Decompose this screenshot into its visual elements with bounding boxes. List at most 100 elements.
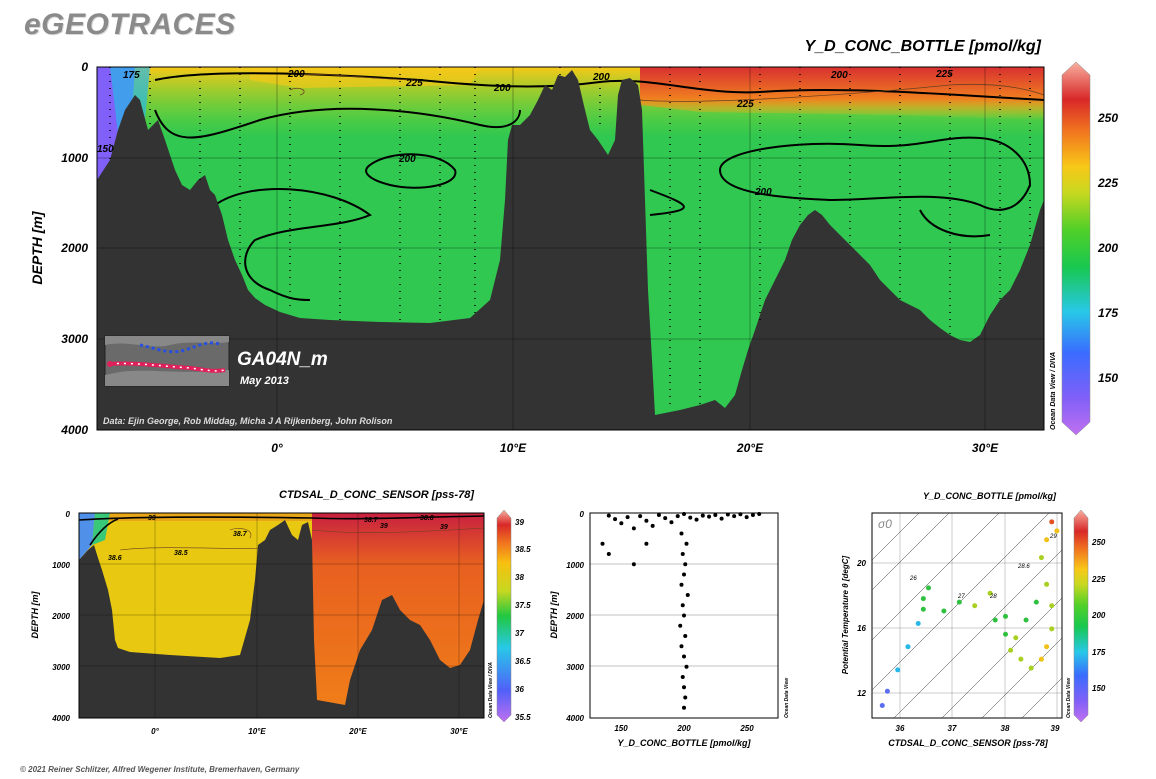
ts-point [1028,665,1034,671]
colorbar-tick: 37.5 [515,601,531,610]
profile-point [679,644,684,649]
contour-200-c [365,153,457,189]
profile-point [644,518,649,523]
ts-point [1018,656,1024,662]
x-tick: 20°E [736,441,764,455]
ts-point [1054,528,1060,534]
profile-point [656,513,661,518]
ts-point [1033,599,1039,605]
salinity-chart-title: CTDSAL_D_CONC_SENSOR [pss-78] [279,489,474,501]
contour-200-d [214,187,372,301]
y-tick: 20 [856,559,866,568]
y-tick: 4000 [565,714,584,723]
contour-200-b [154,107,521,139]
ts-point [1049,603,1055,609]
ts-x-label: CTDSAL_D_CONC_SENSOR [pss-78] [888,738,1049,748]
contour-label: 38.7 [364,517,379,524]
isopycnal-label: 27 [957,594,965,600]
profile-point [606,552,611,556]
main-y-label: DEPTH [m] [29,210,45,284]
ts-diagram-chart: σ0 26 27 28 28.6 29 20 16 12 Potential T… [841,509,1106,748]
profile-point [669,520,674,525]
x-tick: 37 [948,724,957,733]
odv-label: Ocean Data View / DIVA [1050,352,1057,430]
ts-point [1003,613,1009,619]
profile-point [600,541,605,546]
profile-point [713,513,718,518]
profile-x-label: Y_D_CONC_BOTTLE [pmol/kg] [617,738,751,748]
contour-label: 200 [493,83,511,94]
profile-point [675,514,680,519]
contour-200-g [919,209,991,238]
y-tick: 3000 [61,332,88,346]
profile-point [678,623,683,628]
data-credits: Data: Ejin George, Rob Middag, Micha J A… [103,416,393,426]
profile-point [700,513,705,518]
colorbar-tick: 36 [515,685,524,694]
ts-point [1038,555,1044,561]
profile-point [757,512,762,517]
bathymetry [97,70,1044,430]
y-tick: 3000 [566,663,584,672]
x-tick: 10°E [248,727,266,736]
salinity-y-label: DEPTH [m] [30,590,40,638]
profile-point [738,512,743,517]
profile-point [638,514,643,519]
copyright-footer: © 2021 Reiner Schlitzer, Alfred Wegener … [20,765,300,774]
contour-label: 200 [398,154,416,165]
colorbar-tick: 200 [1097,241,1118,255]
ts-point [1049,519,1055,525]
x-tick: 30°E [450,727,468,736]
profile-point [682,512,686,517]
colorbar-tick: 37 [515,629,524,638]
colorbar-tick: 35.5 [515,713,531,722]
y-tick: 2000 [51,612,70,621]
y-tick: 1000 [61,151,88,165]
salinity-bathymetry [79,520,484,718]
y-tick: 4000 [60,423,88,437]
x-tick: 39 [1051,724,1060,733]
contour-200-e [649,189,685,216]
isopycnal-label: 28.6 [1017,564,1030,570]
x-tick: 38 [1001,724,1010,733]
contour-label: 225 [405,78,423,89]
ts-point [992,617,998,623]
contour-label: 38.8 [420,515,434,522]
profile-point [685,593,690,597]
profile-point [682,705,686,710]
odv-label: Ocean Data View / DIVA [488,662,494,718]
colorbar-tick: 250 [1097,111,1118,125]
y-tick: 2000 [565,612,584,621]
profile-points [600,512,762,710]
x-tick: 10°E [500,441,527,455]
colorbar-tick: 150 [1098,371,1118,385]
profile-point [613,517,618,522]
profile-scatter-chart: 0 1000 2000 3000 4000 DEPTH [m] 150 200 … [549,510,790,748]
ts-point [1008,647,1014,653]
ts-point [1044,644,1050,650]
x-tick: 200 [676,724,691,733]
ts-point [1044,537,1050,543]
ts-point [1023,617,1029,623]
profile-point [625,515,630,520]
isopycnal-label: 26 [909,576,917,582]
ts-point [920,606,926,612]
ts-point [895,667,901,673]
profile-point [682,572,686,577]
ts-point [920,596,926,602]
profile-point [680,675,685,679]
ts-point [1038,656,1044,662]
contour-label: 39 [380,523,388,530]
contour-label: 38.7 [233,531,248,538]
inset-map [104,335,230,387]
y-tick: 0 [81,60,88,74]
contour-label: 38.6 [108,555,122,562]
y-tick: 0 [66,510,71,519]
main-y-axis: 0 1000 2000 3000 4000 DEPTH [m] [29,60,88,437]
profile-point [606,513,611,518]
y-tick: 1000 [566,561,584,570]
contour-label: 150 [97,144,114,155]
profile-point [732,514,737,519]
colorbar-tick: 36.5 [515,657,531,666]
